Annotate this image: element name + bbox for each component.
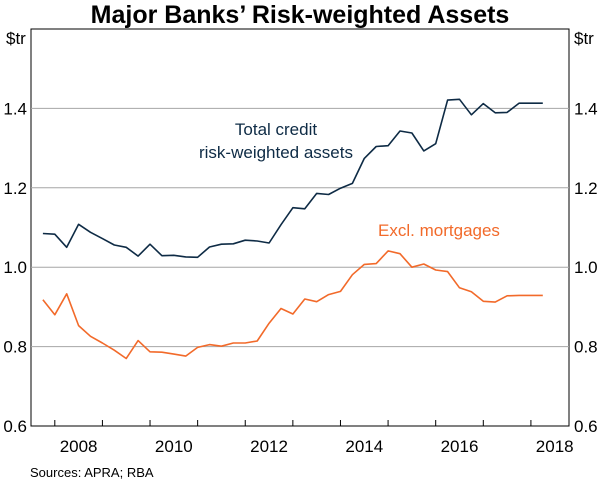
y-axis-ticks: 0.6 0.6 0.8 0.8 1.0 1.0 1.2 1.2 1.4 1.4	[3, 99, 597, 436]
left-axis-unit: $tr	[6, 29, 26, 48]
source-note: Sources: APRA; RBA	[30, 465, 154, 480]
chart-title: Major Banks’ Risk-weighted Assets	[90, 1, 510, 29]
plot-frame	[30, 28, 570, 427]
right-axis-unit: $tr	[574, 29, 594, 48]
total-credit-label-line: risk-weighted assets	[199, 143, 353, 162]
y-tick-label-left: 0.8	[3, 338, 27, 357]
total-credit-label-line: Total credit	[235, 120, 317, 139]
x-tick-label: 2018	[536, 437, 574, 456]
series-lines	[42, 98, 543, 360]
y-tick-label-right: 0.8	[574, 338, 598, 357]
series-labels: Total credit risk-weighted assets Excl. mo…	[199, 120, 500, 240]
gridlines	[31, 107, 569, 348]
excl-mortgages-label: Excl. mortgages	[378, 221, 500, 240]
y-tick-label-right: 1.0	[574, 258, 598, 277]
y-tick-label-right: 1.4	[574, 99, 598, 118]
y-tick-label-left: 1.2	[3, 179, 27, 198]
y-tick-label-left: 1.4	[3, 99, 27, 118]
y-tick-label-left: 1.0	[3, 258, 27, 277]
y-tick-label-right: 0.6	[574, 417, 598, 436]
x-tick-label: 2014	[345, 437, 383, 456]
x-tick-label: 2012	[250, 437, 288, 456]
x-axis-ticks: 2008 2010 2012 2014 2016 2018	[54, 420, 574, 456]
x-tick-label: 2008	[60, 437, 98, 456]
total-credit-line	[42, 98, 543, 259]
x-tick-label: 2010	[155, 437, 193, 456]
x-tick-label: 2016	[441, 437, 479, 456]
excl-mortgages-line	[42, 250, 543, 360]
y-tick-label-left: 0.6	[3, 417, 27, 436]
total-credit-label: Total credit risk-weighted assets	[199, 120, 353, 162]
y-tick-label-right: 1.2	[574, 179, 598, 198]
